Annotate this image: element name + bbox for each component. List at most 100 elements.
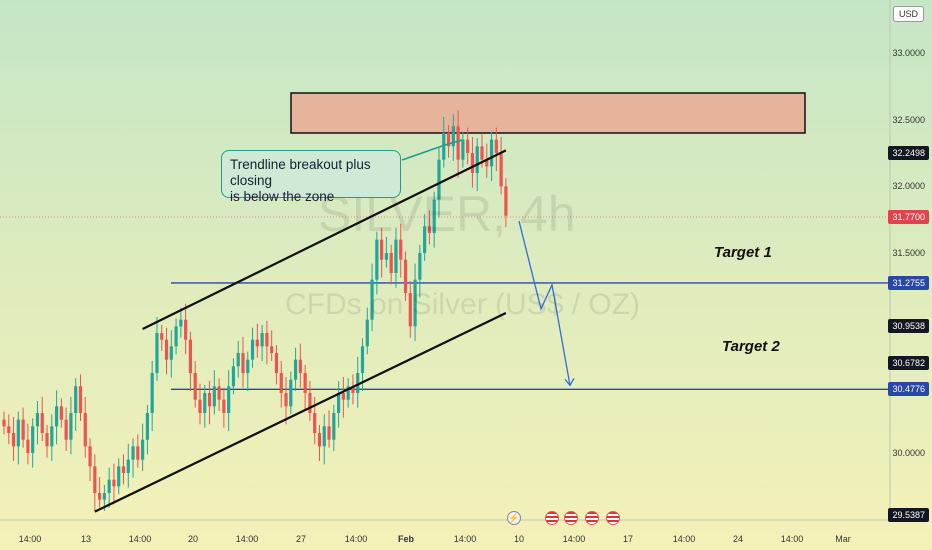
candle-body [102, 493, 106, 500]
candle-body [470, 153, 475, 173]
candle-body [380, 239, 384, 260]
candle-body [489, 139, 494, 167]
price-tick-label: 32.5000 [892, 114, 925, 125]
candle-body [423, 226, 427, 253]
candle-body [399, 239, 403, 260]
time-tick-label: 14:00 [780, 534, 804, 544]
candle-body [466, 139, 470, 153]
candle-body [83, 413, 87, 447]
candle-body [227, 386, 231, 413]
annotation-callout[interactable]: Trendline breakout plus closing is below… [221, 150, 401, 204]
candle-body [494, 139, 498, 153]
candle-body [241, 353, 245, 373]
time-tick-label: 14:00 [235, 534, 259, 544]
candle-body [164, 339, 169, 360]
candle-body [121, 466, 126, 473]
price-tick-label: 32.0000 [892, 181, 925, 192]
upper-trendline [142, 149, 507, 330]
candle-body [45, 433, 49, 447]
candle-body [40, 413, 44, 433]
lower-trendline [94, 312, 507, 513]
candle-body [337, 393, 341, 413]
time-tick-label: Mar [835, 534, 851, 544]
candle-body [188, 339, 193, 373]
candle-body [31, 426, 35, 453]
us-flag-event-icon[interactable] [545, 511, 559, 525]
price-marker-label: 32.2498 [888, 146, 929, 161]
candle-body [7, 426, 11, 433]
candle-body [451, 126, 455, 147]
candle-body [155, 333, 159, 373]
candle-body [26, 439, 30, 453]
candle-body [293, 359, 298, 380]
time-tick-label: 14:00 [562, 534, 586, 544]
candle-body [298, 359, 302, 373]
us-flag-event-icon[interactable] [585, 511, 599, 525]
callout-pointer [401, 139, 463, 161]
candle-body [284, 393, 288, 407]
time-tick-label: 17 [622, 534, 634, 544]
currency-badge[interactable]: USD [892, 6, 924, 22]
candle-body [35, 413, 40, 427]
candle-body [50, 426, 54, 447]
candle-body [169, 346, 173, 360]
candle-body [231, 366, 236, 387]
time-tick-label: 20 [187, 534, 199, 544]
annotation-line-2: is below the zone [230, 189, 335, 204]
candle-body [384, 253, 388, 260]
candle-body [78, 386, 83, 413]
time-tick-label: Feb [397, 534, 415, 544]
candle-body [54, 406, 59, 427]
candle-body [250, 339, 255, 360]
candle-body [255, 339, 259, 347]
candle-body [150, 373, 154, 413]
candle-body [303, 373, 307, 393]
candle-body [394, 239, 398, 273]
price-marker-label: 30.4776 [888, 382, 929, 397]
time-tick-label: 13 [80, 534, 92, 544]
candle-body [365, 319, 369, 347]
us-flag-event-icon[interactable] [606, 511, 620, 525]
candle-body [59, 406, 63, 420]
candle-body [356, 373, 360, 393]
candle-body [93, 466, 97, 493]
candle-body [475, 146, 479, 173]
candle-body [179, 319, 183, 327]
candle-body [442, 133, 446, 160]
candle-body [2, 419, 6, 427]
time-tick-label: 24 [732, 534, 744, 544]
candle-body [317, 433, 322, 447]
price-marker-label: 30.9538 [888, 318, 929, 333]
candle-body [456, 126, 460, 160]
candle-body [461, 139, 465, 160]
target-1-label: Target 1 [714, 244, 772, 261]
candle-body [98, 493, 102, 500]
candle-body [322, 426, 326, 447]
price-marker-label: 31.2755 [888, 275, 929, 290]
candle-body [136, 446, 140, 460]
time-tick-label: 14:00 [672, 534, 696, 544]
time-tick-label: 27 [295, 534, 307, 544]
candle-body [499, 153, 503, 187]
time-tick-label: 14:00 [453, 534, 477, 544]
candle-body [117, 466, 121, 487]
candle-body [260, 333, 264, 347]
candle-body [141, 439, 145, 460]
candle-body [126, 459, 130, 473]
candle-body [198, 399, 202, 413]
price-tick-label: 33.0000 [892, 48, 925, 58]
time-tick-label: 10 [513, 534, 525, 544]
candle-body [21, 419, 25, 440]
annotation-line-1: Trendline breakout plus closing [230, 157, 371, 188]
candle-body [351, 386, 355, 393]
price-marker-label: 30.6782 [888, 355, 929, 370]
candle-body [203, 393, 207, 413]
us-flag-event-icon[interactable] [564, 511, 578, 525]
candle-body [432, 199, 436, 233]
lightning-event-icon[interactable]: ⚡ [507, 511, 521, 525]
candle-body [222, 399, 226, 413]
candle-body [389, 253, 393, 273]
price-marker-label: 31.7700 [888, 210, 929, 224]
candle-body [289, 379, 293, 407]
